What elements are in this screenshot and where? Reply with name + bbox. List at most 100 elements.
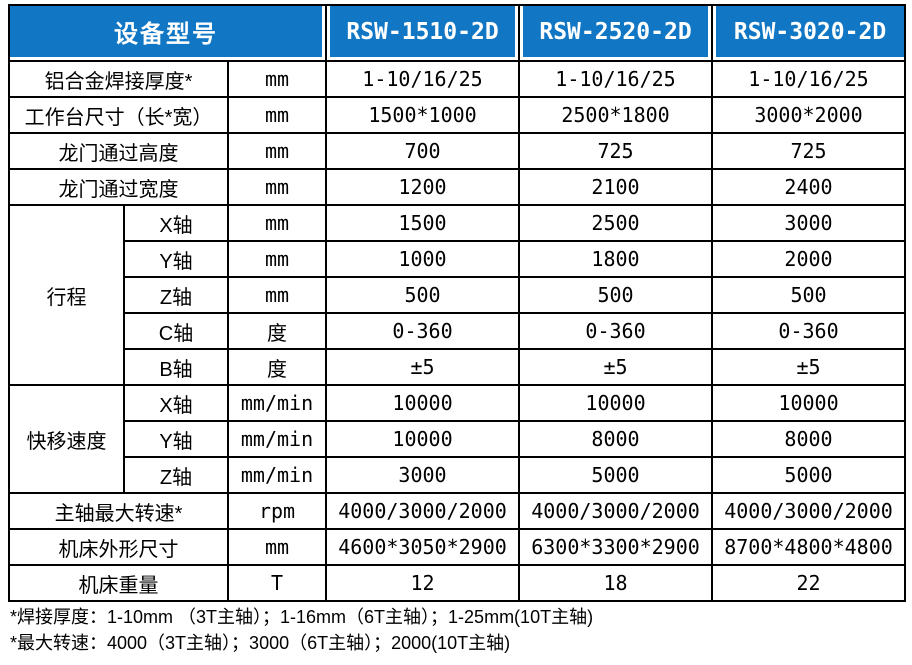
value-cell: 500: [325, 276, 521, 314]
device-model-title: 设备型号: [11, 7, 323, 57]
row-label: 机床重量: [8, 564, 229, 602]
unit-cell: rpm: [226, 492, 328, 530]
unit-cell: mm: [226, 240, 328, 278]
value-cell: 2500*1800: [518, 96, 714, 134]
axis-label: Y轴: [123, 240, 229, 278]
value-cell: 5000: [518, 456, 714, 494]
value-cell: 1200: [325, 168, 521, 206]
value-cell: 4600*3050*2900: [325, 528, 521, 566]
value-cell: 4000/3000/2000: [325, 492, 521, 530]
value-cell: 2400: [711, 168, 907, 206]
value-cell: 18: [518, 564, 714, 602]
axis-label: C轴: [123, 312, 229, 350]
value-cell: 3000: [711, 204, 907, 242]
model-header-cell-3: RSW-3020-2D: [711, 4, 907, 62]
unit-cell: mm: [226, 204, 328, 242]
unit-cell: mm: [226, 96, 328, 134]
table-row: 铝合金焊接厚度* mm 1-10/16/25 1-10/16/25 1-10/1…: [8, 60, 907, 98]
device-model-header-cell: 设备型号: [7, 4, 328, 62]
value-cell: 1800: [518, 240, 714, 278]
unit-cell: 度: [226, 312, 328, 350]
value-cell: 2100: [518, 168, 714, 206]
value-cell: 10000: [325, 420, 521, 458]
value-cell: 1500*1000: [325, 96, 521, 134]
value-cell: 0-360: [518, 312, 714, 350]
unit-cell: mm/min: [226, 456, 328, 494]
group-label-stroke: 行程: [8, 204, 125, 386]
row-label: 主轴最大转速*: [8, 492, 229, 530]
row-label: 龙门通过宽度: [8, 168, 229, 206]
table-row: 机床重量 T 12 18 22: [8, 564, 907, 602]
unit-cell: mm: [226, 528, 328, 566]
unit-cell: mm/min: [226, 420, 328, 458]
value-cell: 6300*3300*2900: [518, 528, 714, 566]
row-label: 铝合金焊接厚度*: [8, 60, 229, 98]
table-row: Y轴 mm 1000 1800 2000: [9, 240, 907, 278]
value-cell: 1500: [325, 204, 521, 242]
row-label: 工作台尺寸（长*宽）: [8, 96, 229, 134]
value-cell: 3000*2000: [711, 96, 907, 134]
header-row: 设备型号 RSW-1510-2D RSW-2520-2D RSW-3020-2D: [7, 4, 907, 62]
value-cell: 1-10/16/25: [325, 60, 521, 98]
group-label-rapid: 快移速度: [8, 384, 125, 494]
value-cell: 8000: [711, 420, 907, 458]
table-row: Y轴 mm/min 10000 8000 8000: [9, 420, 907, 458]
table-row: 龙门通过宽度 mm 1200 2100 2400: [8, 168, 907, 206]
unit-cell: mm: [226, 132, 328, 170]
axis-label: X轴: [123, 384, 229, 422]
model-header-cell-2: RSW-2520-2D: [518, 4, 714, 62]
row-label: 机床外形尺寸: [8, 528, 229, 566]
table-row: 快移速度 X轴 mm/min 10000 10000 10000: [8, 384, 907, 494]
value-cell: 10000: [325, 384, 521, 422]
axis-label: Z轴: [123, 456, 229, 494]
table-row: Z轴 mm/min 3000 5000 5000: [9, 456, 907, 494]
unit-cell: mm: [226, 168, 328, 206]
axis-label: B轴: [123, 348, 229, 386]
value-cell: 5000: [711, 456, 907, 494]
model-name-3: RSW-3020-2D: [716, 7, 904, 57]
table-row: 主轴最大转速* rpm 4000/3000/2000 4000/3000/200…: [8, 492, 907, 530]
value-cell: 4000/3000/2000: [711, 492, 907, 530]
value-cell: 22: [711, 564, 907, 602]
model-name-1: RSW-1510-2D: [330, 7, 516, 57]
footnote-max-speed: *最大转速：4000（3T主轴）；3000（6T主轴）；2000(10T主轴): [10, 633, 511, 653]
value-cell: 10000: [711, 384, 907, 422]
model-name-2: RSW-2520-2D: [523, 7, 709, 57]
unit-cell: mm: [226, 276, 328, 314]
value-cell: 0-360: [711, 312, 907, 350]
value-cell: 12: [325, 564, 521, 602]
value-cell: ±5: [711, 348, 907, 386]
axis-label: Y轴: [123, 420, 229, 458]
value-cell: 1-10/16/25: [518, 60, 714, 98]
value-cell: 2000: [711, 240, 907, 278]
table-row: 机床外形尺寸 mm 4600*3050*2900 6300*3300*2900 …: [8, 528, 907, 566]
unit-cell: mm: [226, 60, 328, 98]
value-cell: 1-10/16/25: [711, 60, 907, 98]
axis-label: Z轴: [123, 276, 229, 314]
value-cell: 0-360: [325, 312, 521, 350]
table-row: 龙门通过高度 mm 700 725 725: [8, 132, 907, 170]
value-cell: ±5: [518, 348, 714, 386]
table-row: C轴 度 0-360 0-360 0-360: [9, 312, 907, 350]
table-row: Z轴 mm 500 500 500: [9, 276, 907, 314]
value-cell: ±5: [325, 348, 521, 386]
table-row: B轴 度 ±5 ±5 ±5: [9, 348, 907, 386]
unit-cell: mm/min: [226, 384, 328, 422]
value-cell: 8000: [518, 420, 714, 458]
value-cell: 10000: [518, 384, 714, 422]
axis-label: X轴: [123, 204, 229, 242]
value-cell: 3000: [325, 456, 521, 494]
value-cell: 1000: [325, 240, 521, 278]
table-row: 行程 X轴 mm 1500 2500 3000: [8, 204, 907, 386]
footnote-welding-thickness: *焊接厚度：1-10mm （3T主轴）；1-16mm（6T主轴）；1-25mm(…: [10, 607, 594, 627]
value-cell: 725: [711, 132, 907, 170]
value-cell: 8700*4800*4800: [711, 528, 907, 566]
table-row: 工作台尺寸（长*宽） mm 1500*1000 2500*1800 3000*2…: [8, 96, 907, 134]
unit-cell: T: [226, 564, 328, 602]
value-cell: 500: [711, 276, 907, 314]
spec-table: 设备型号 RSW-1510-2D RSW-2520-2D RSW-3020-2D…: [7, 4, 907, 602]
footnotes: *焊接厚度：1-10mm （3T主轴）；1-16mm（6T主轴）；1-25mm(…: [10, 604, 906, 656]
value-cell: 2500: [518, 204, 714, 242]
value-cell: 725: [518, 132, 714, 170]
